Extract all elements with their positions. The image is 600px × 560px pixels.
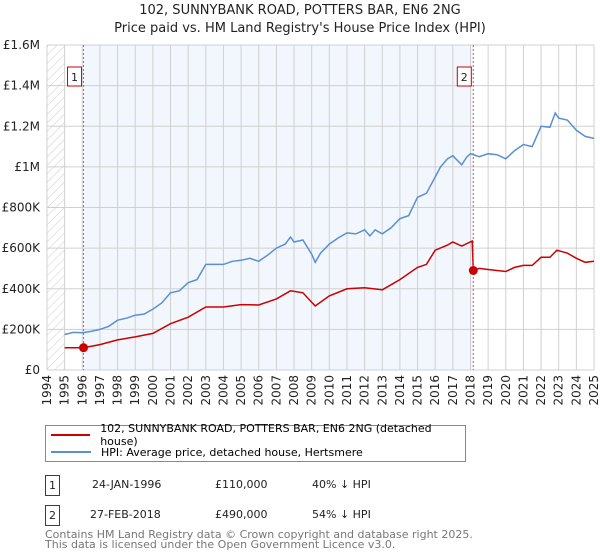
x-tick-label: 2001 — [164, 375, 178, 406]
x-tick-label: 1995 — [58, 375, 72, 406]
x-tick-label: 2017 — [446, 375, 460, 406]
x-tick-label: 1998 — [111, 375, 125, 406]
legend-label: 102, SUNNYBANK ROAD, POTTERS BAR, EN6 2N… — [100, 422, 432, 448]
legend-swatch-blue — [51, 451, 91, 453]
transaction-hpi: 54% ↓ HPI — [312, 508, 371, 521]
chart-title: 102, SUNNYBANK ROAD, POTTERS BAR, EN6 2N… — [139, 3, 461, 18]
x-tick-label: 2010 — [322, 375, 336, 406]
transaction-price: £490,000 — [215, 508, 268, 521]
x-tick-label: 2002 — [181, 375, 195, 406]
x-tick-label: 2013 — [375, 375, 389, 406]
x-tick-label: 2000 — [146, 375, 160, 406]
legend-item-property: 102, SUNNYBANK ROAD, POTTERS BAR, EN6 2N… — [46, 422, 465, 448]
transaction-date: 27-FEB-2018 — [90, 508, 161, 521]
x-tick-label: 2006 — [252, 375, 266, 406]
x-tick-label: 1999 — [128, 375, 142, 406]
x-tick-label: 2020 — [499, 375, 513, 406]
transaction-date: 24-JAN-1996 — [92, 478, 162, 491]
x-tick-label: 1994 — [40, 375, 54, 406]
hpi-line — [64, 111, 595, 336]
y-tick-label: £200K — [2, 322, 42, 336]
x-tick-label: 1997 — [93, 375, 107, 406]
x-tick-label: 2025 — [587, 375, 600, 406]
y-tick-label: £1.2M — [3, 119, 40, 133]
legend: 102, SUNNYBANK ROAD, POTTERS BAR, EN6 2N… — [45, 422, 466, 462]
transaction-row: 2 27-FEB-2018 £490,000 54% ↓ HPI — [45, 505, 445, 526]
x-tick-label: 2012 — [358, 375, 372, 406]
y-tick-label: £400K — [2, 282, 42, 296]
x-tick-label: 2021 — [516, 375, 530, 406]
x-tick-label: 2004 — [216, 375, 230, 406]
footer-line: This data is licensed under the Open Gov… — [45, 538, 396, 551]
legend-item-hpi: HPI: Average price, detached house, Hert… — [46, 444, 363, 460]
x-tick-label: 2022 — [534, 375, 548, 406]
x-tick-label: 2016 — [428, 375, 442, 406]
y-tick-label: £1.4M — [3, 79, 40, 93]
transaction-hpi: 40% ↓ HPI — [312, 478, 371, 491]
transaction-price: £110,000 — [215, 478, 268, 491]
chart-subtitle: Price paid vs. HM Land Registry's House … — [114, 21, 486, 36]
sale-point — [79, 343, 89, 353]
y-tick-label: £0 — [25, 363, 40, 377]
y-tick-label: £1.6M — [3, 38, 40, 52]
y-tick-label: £1M — [14, 160, 40, 174]
legend-label: HPI: Average price, detached house, Hert… — [101, 445, 363, 459]
x-tick-label: 2018 — [463, 375, 477, 406]
price-chart: 102, SUNNYBANK ROAD, POTTERS BAR, EN6 2N… — [2, 3, 600, 406]
footer-line: Contains HM Land Registry data © Crown c… — [45, 528, 473, 541]
sale-point — [468, 265, 478, 275]
x-tick-label: 2009 — [305, 375, 319, 406]
x-tick-label: 2007 — [269, 375, 283, 406]
y-tick-label: £600K — [2, 241, 42, 255]
x-tick-label: 2015 — [411, 375, 425, 406]
property-price-line — [64, 239, 595, 349]
sale-label: 2 — [461, 71, 468, 84]
transaction-row: 1 24-JAN-1996 £110,000 40% ↓ HPI — [45, 475, 445, 496]
sale-label: 1 — [71, 71, 78, 84]
x-tick-label: 1996 — [75, 375, 89, 406]
sale-label-box — [456, 66, 472, 87]
x-tick-label: 2008 — [287, 375, 301, 406]
x-tick-label: 2019 — [481, 375, 495, 406]
footer: Contains HM Land Registry data © Crown c… — [45, 528, 473, 551]
x-tick-label: 2003 — [199, 375, 213, 406]
y-tick-label: £800K — [2, 201, 42, 215]
x-tick-label: 2005 — [234, 375, 248, 406]
x-tick-label: 2024 — [569, 375, 583, 406]
x-tick-label: 2011 — [340, 375, 354, 406]
x-tick-label: 2014 — [393, 375, 407, 406]
sale-label-box — [67, 66, 83, 87]
marker-badge: 2 — [45, 505, 60, 526]
legend-swatch-red — [51, 434, 91, 436]
marker-badge: 1 — [45, 475, 60, 496]
x-tick-label: 2023 — [552, 375, 566, 406]
